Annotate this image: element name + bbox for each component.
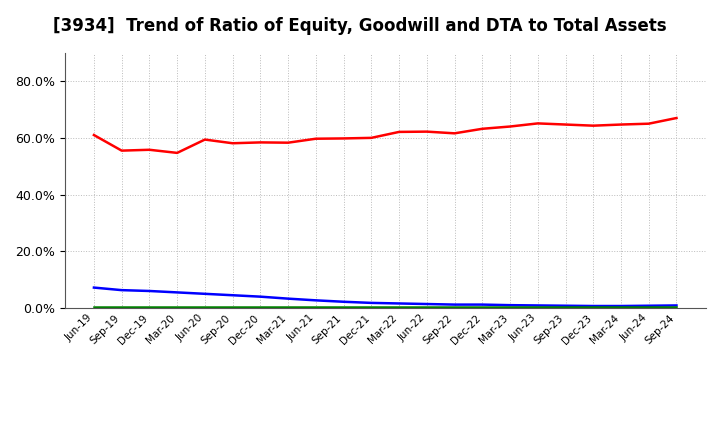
Equity bbox=[173, 150, 181, 155]
Goodwill bbox=[201, 291, 210, 297]
Equity bbox=[423, 129, 431, 134]
Deferred Tax Assets bbox=[505, 305, 514, 310]
Equity bbox=[228, 141, 237, 146]
Line: Equity: Equity bbox=[94, 118, 677, 153]
Deferred Tax Assets bbox=[145, 305, 154, 310]
Deferred Tax Assets bbox=[117, 305, 126, 310]
Deferred Tax Assets bbox=[478, 305, 487, 310]
Deferred Tax Assets bbox=[256, 305, 265, 310]
Equity bbox=[534, 121, 542, 126]
Equity bbox=[339, 136, 348, 141]
Deferred Tax Assets bbox=[561, 305, 570, 310]
Goodwill bbox=[616, 303, 625, 308]
Equity bbox=[505, 124, 514, 129]
Equity bbox=[284, 140, 292, 145]
Goodwill bbox=[589, 303, 598, 308]
Goodwill bbox=[89, 285, 98, 290]
Deferred Tax Assets bbox=[89, 305, 98, 310]
Deferred Tax Assets bbox=[284, 305, 292, 310]
Goodwill bbox=[505, 303, 514, 308]
Goodwill bbox=[145, 288, 154, 293]
Goodwill bbox=[423, 301, 431, 307]
Deferred Tax Assets bbox=[201, 305, 210, 310]
Goodwill bbox=[284, 296, 292, 301]
Equity bbox=[89, 132, 98, 138]
Goodwill bbox=[450, 302, 459, 307]
Deferred Tax Assets bbox=[312, 305, 320, 310]
Equity bbox=[672, 115, 681, 121]
Equity bbox=[561, 122, 570, 127]
Equity bbox=[312, 136, 320, 141]
Deferred Tax Assets bbox=[395, 305, 403, 310]
Equity bbox=[644, 121, 653, 126]
Goodwill bbox=[173, 290, 181, 295]
Equity bbox=[616, 122, 625, 127]
Goodwill bbox=[339, 299, 348, 304]
Deferred Tax Assets bbox=[228, 305, 237, 310]
Deferred Tax Assets bbox=[367, 305, 376, 310]
Deferred Tax Assets bbox=[339, 305, 348, 310]
Line: Goodwill: Goodwill bbox=[94, 288, 677, 306]
Deferred Tax Assets bbox=[173, 305, 181, 310]
Goodwill bbox=[117, 287, 126, 293]
Goodwill bbox=[561, 303, 570, 308]
Equity bbox=[256, 140, 265, 145]
Goodwill bbox=[367, 300, 376, 305]
Deferred Tax Assets bbox=[644, 305, 653, 310]
Equity bbox=[367, 135, 376, 140]
Deferred Tax Assets bbox=[450, 305, 459, 310]
Text: [3934]  Trend of Ratio of Equity, Goodwill and DTA to Total Assets: [3934] Trend of Ratio of Equity, Goodwil… bbox=[53, 18, 667, 35]
Equity bbox=[589, 123, 598, 128]
Deferred Tax Assets bbox=[616, 305, 625, 310]
Equity bbox=[450, 131, 459, 136]
Equity bbox=[117, 148, 126, 153]
Goodwill bbox=[312, 298, 320, 303]
Goodwill bbox=[228, 293, 237, 298]
Goodwill bbox=[395, 301, 403, 306]
Goodwill bbox=[256, 294, 265, 299]
Goodwill bbox=[672, 303, 681, 308]
Deferred Tax Assets bbox=[423, 305, 431, 310]
Equity bbox=[478, 126, 487, 132]
Goodwill bbox=[534, 303, 542, 308]
Deferred Tax Assets bbox=[589, 305, 598, 310]
Equity bbox=[145, 147, 154, 152]
Equity bbox=[395, 129, 403, 135]
Deferred Tax Assets bbox=[534, 305, 542, 310]
Goodwill bbox=[644, 303, 653, 308]
Goodwill bbox=[478, 302, 487, 307]
Deferred Tax Assets bbox=[672, 305, 681, 310]
Equity bbox=[201, 137, 210, 142]
